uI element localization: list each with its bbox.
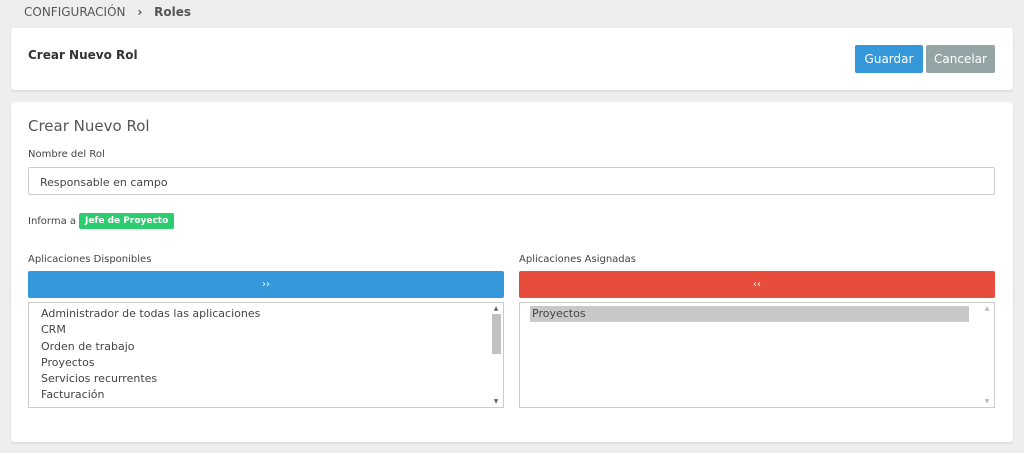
form-card: Crear Nuevo Rol Nombre del Rol Responsab… [11,102,1013,442]
scrollbar: ▲ ▼ [984,305,990,405]
remove-button[interactable]: ‹‹ [519,271,995,298]
cancel-button[interactable]: Cancelar [926,45,995,73]
header-title: Crear Nuevo Rol [28,48,138,62]
reports-badge[interactable]: Jefe de Proyecto [79,213,175,229]
name-input[interactable]: Responsable en campo [28,167,995,195]
separator: › [137,5,143,19]
list-item[interactable]: Orden de trabajo [41,339,135,353]
save-button[interactable]: Guardar [855,45,923,73]
breadcrumb: CONFIGURACIÓN › Roles [24,5,191,19]
list-item[interactable]: Servicios recurrentes [41,372,158,386]
add-button[interactable]: ›› [28,271,504,298]
list-item[interactable]: Facturación [41,388,105,402]
available-list[interactable]: ▲ ▼ Administrador de todas las aplicacio… [28,302,504,408]
list-item[interactable]: Proyectos [530,306,969,323]
name-label: Nombre del Rol [28,149,105,160]
form-title: Crear Nuevo Rol [28,117,150,135]
reports-label: Informa a [28,216,77,227]
breadcrumb-current: Roles [154,5,192,19]
available-label: Aplicaciones Disponibles [28,254,152,265]
scrollbar[interactable]: ▲ ▼ [491,305,501,405]
list-item[interactable]: Administrador de todas las aplicaciones [41,307,261,320]
assigned-list[interactable]: ▲ ▼ Proyectos [519,302,995,408]
list-item[interactable]: Proyectos [41,355,95,369]
breadcrumb-parent[interactable]: CONFIGURACIÓN [24,5,126,19]
header-card: Crear Nuevo Rol Guardar Cancelar [11,28,1013,90]
assigned-label: Aplicaciones Asignadas [519,254,636,265]
list-item[interactable]: CRM [41,323,66,337]
